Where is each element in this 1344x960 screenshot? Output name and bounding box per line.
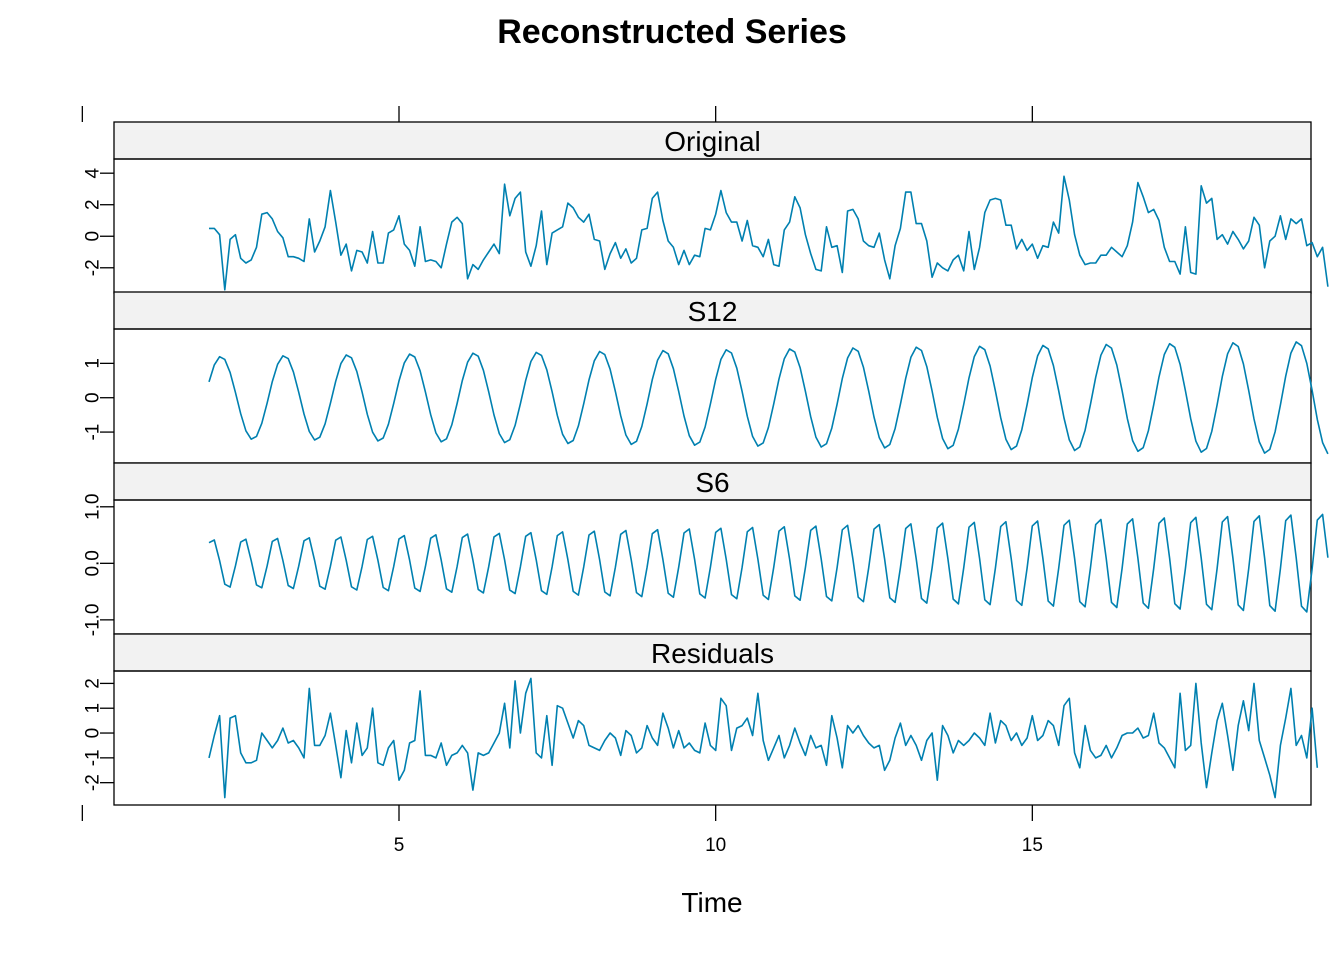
y-tick-label-residuals: 1 xyxy=(83,703,104,714)
y-tick-label-s12: 0 xyxy=(83,392,104,403)
strip-label-original: Original xyxy=(664,126,760,157)
series-line-s12 xyxy=(208,341,1329,455)
panel-s12: S12 -1 0 1 xyxy=(83,291,1329,464)
x-axis-title: Time xyxy=(681,887,742,918)
series-line-residuals xyxy=(208,677,1319,799)
series-line-original xyxy=(209,175,1329,291)
panel-original: Original -2 0 2 4 xyxy=(83,121,1329,294)
panels-group: Original -2 0 2 4 S12 -1 0 1 S6 -1.0 0.0 1.0 Residual… xyxy=(83,121,1329,806)
y-tick-label-residuals: -1 xyxy=(83,749,104,766)
strip-residuals xyxy=(113,633,1312,672)
strip-s6 xyxy=(113,462,1312,501)
y-tick-label-original: 0 xyxy=(83,231,104,242)
top-x-axis xyxy=(81,106,1033,122)
y-tick-label-s6: 1.0 xyxy=(83,494,104,520)
bottom-x-axis: 5 10 15 xyxy=(81,805,1043,856)
strip-label-s12: S12 xyxy=(688,296,738,327)
plot-frame-residuals xyxy=(113,670,1312,806)
y-tick-label-s12: 1 xyxy=(83,358,104,369)
chart-title: Reconstructed Series xyxy=(497,13,847,51)
y-tick-label-s6: 0.0 xyxy=(83,550,104,576)
y-tick-label-residuals: 2 xyxy=(83,678,104,689)
y-tick-label-s6: -1.0 xyxy=(83,603,104,636)
strip-original xyxy=(113,121,1312,160)
y-tick-label-original: 2 xyxy=(83,199,104,210)
strip-label-residuals: Residuals xyxy=(651,638,774,669)
y-tick-label-s12: -1 xyxy=(83,424,104,441)
strip-s12 xyxy=(113,291,1312,330)
x-tick-label: 10 xyxy=(705,835,726,856)
panel-residuals: Residuals -2 -1 0 1 2 xyxy=(83,633,1319,806)
series-line-s6 xyxy=(208,513,1329,613)
panel-s6: S6 -1.0 0.0 1.0 xyxy=(83,462,1329,636)
y-tick-label-residuals: -2 xyxy=(83,774,104,791)
x-tick-label: 5 xyxy=(394,835,405,856)
x-tick-label: 15 xyxy=(1022,835,1043,856)
y-tick-label-residuals: 0 xyxy=(83,728,104,739)
y-tick-label-original: -2 xyxy=(83,259,104,276)
strip-label-s6: S6 xyxy=(695,467,729,498)
y-tick-label-original: 4 xyxy=(83,167,104,178)
